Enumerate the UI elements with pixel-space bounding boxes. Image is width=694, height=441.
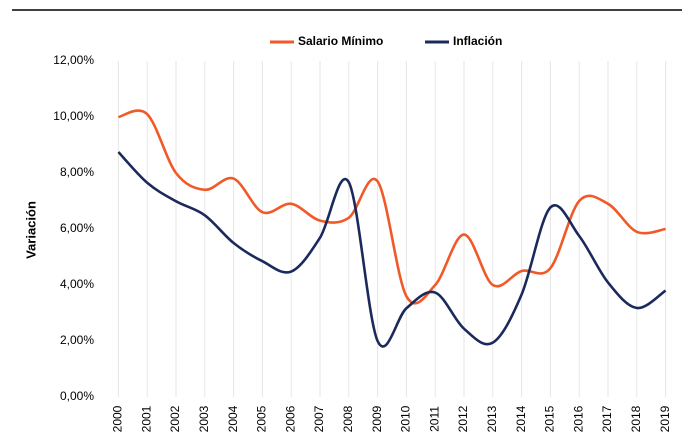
- x-tick-label: 2012: [456, 405, 470, 432]
- x-tick-label: 2000: [111, 405, 125, 432]
- x-tick-label: 2019: [658, 405, 672, 432]
- y-axis-label: Variación: [23, 201, 38, 259]
- x-tick-label: 2011: [427, 406, 441, 432]
- x-tick-label: 2018: [629, 405, 643, 432]
- x-tick-label: 2015: [543, 405, 557, 432]
- x-tick-label: 2017: [600, 405, 614, 432]
- line-series: [117, 151, 667, 348]
- x-tick-label: 2004: [226, 405, 240, 432]
- x-tick-label: 2005: [255, 405, 269, 432]
- x-tick-label: 2002: [168, 405, 182, 432]
- y-tick-label: 8,00%: [60, 165, 94, 179]
- legend-label: Salario Mínimo: [298, 34, 383, 48]
- y-tick-label: 6,00%: [60, 221, 94, 235]
- y-tick-label: 10,00%: [53, 109, 94, 123]
- y-tick-label: 4,00%: [60, 277, 94, 291]
- x-tick-label: 2003: [197, 405, 211, 432]
- x-tick-label: 2010: [399, 405, 413, 432]
- x-tick-label: 2001: [139, 405, 153, 432]
- y-tick-label: 2,00%: [60, 333, 94, 347]
- x-tick-label: 2014: [514, 405, 528, 432]
- x-tick-label: 2006: [283, 405, 297, 432]
- y-tick-label: 0,00%: [60, 389, 94, 403]
- x-tick-label: 2013: [485, 405, 499, 432]
- x-tick-label: 2007: [312, 405, 326, 432]
- x-tick-label: 2009: [370, 405, 384, 432]
- x-tick-label: 2016: [571, 405, 585, 432]
- legend-label: Inflación: [453, 34, 502, 48]
- x-tick-label: 2008: [341, 405, 355, 432]
- y-tick-label: 12,00%: [53, 53, 94, 67]
- line-series: [118, 109, 666, 305]
